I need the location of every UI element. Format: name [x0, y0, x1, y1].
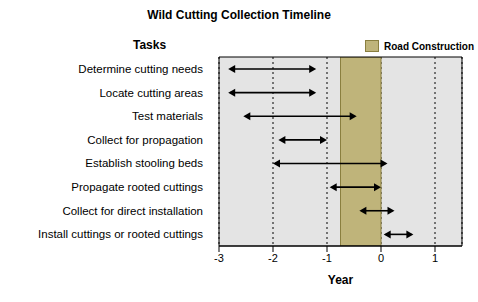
- svg-text:Locate cutting areas: Locate cutting areas: [99, 87, 203, 99]
- svg-text:Collect for direct installatio: Collect for direct installation: [62, 205, 203, 217]
- svg-text:Year: Year: [328, 273, 354, 287]
- svg-text:Collect for propagation: Collect for propagation: [87, 134, 203, 146]
- html-text:Road Construction: Road Construction: [384, 40, 474, 52]
- svg-text:Determine cutting needs: Determine cutting needs: [78, 63, 203, 75]
- svg-text:-1: -1: [322, 252, 332, 264]
- svg-text:-3: -3: [214, 252, 224, 264]
- svg-text:1: 1: [432, 252, 438, 264]
- svg-text:0: 0: [378, 252, 384, 264]
- svg-text:-2: -2: [268, 252, 278, 264]
- svg-text:Install cuttings or rooted cut: Install cuttings or rooted cuttings: [38, 228, 203, 240]
- svg-text:Propagate rooted cuttings: Propagate rooted cuttings: [71, 181, 203, 193]
- html-text:Wild Cutting Collection Timeli: Wild Cutting Collection Timeline: [147, 8, 331, 22]
- html-text:Tasks: Tasks: [133, 38, 167, 52]
- svg-text:Establish stooling beds: Establish stooling beds: [85, 157, 203, 169]
- svg-text:Test materials: Test materials: [132, 110, 203, 122]
